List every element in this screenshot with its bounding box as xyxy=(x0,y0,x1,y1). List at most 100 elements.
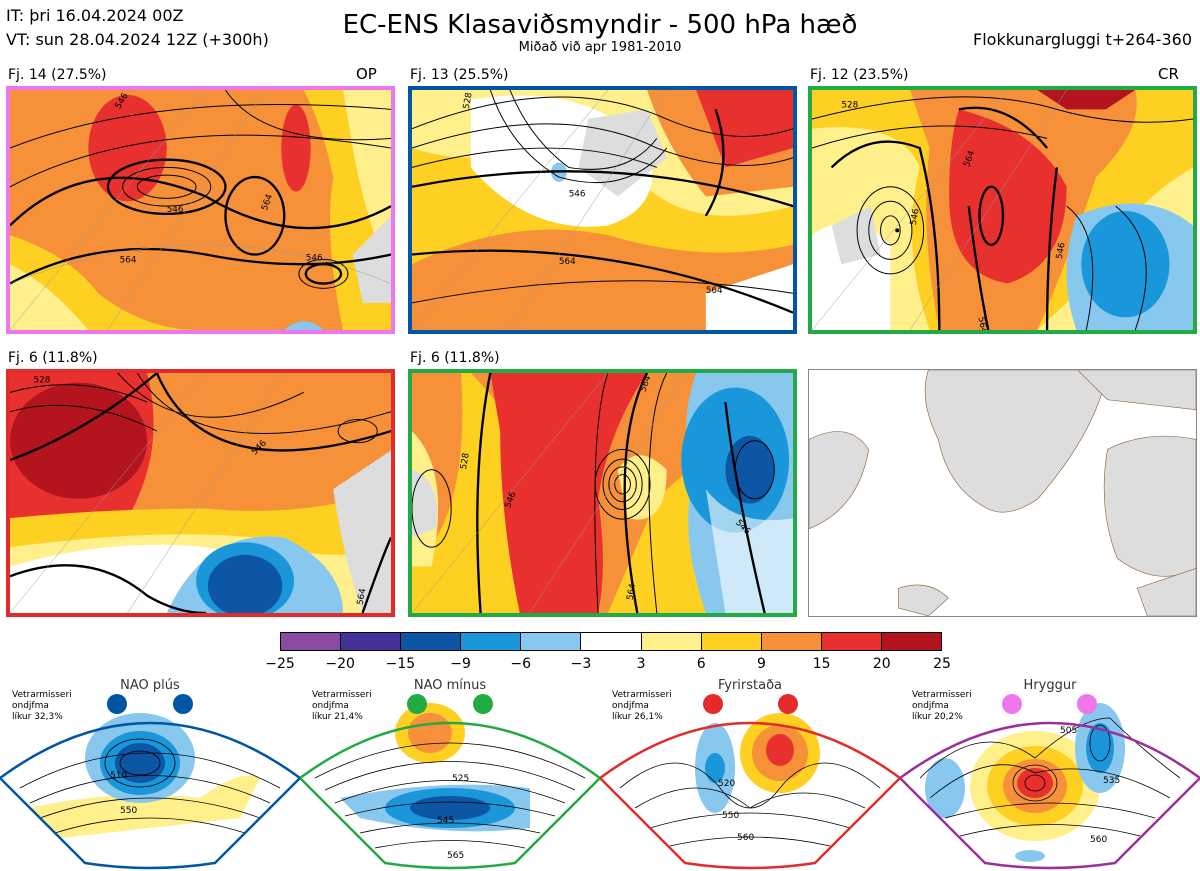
regime-info: Vetrarmisseri ondjfma líkur 20,2% xyxy=(912,690,972,723)
colorbar-tick-label: 9 xyxy=(756,656,766,672)
panel-label-4: Fj. 6 (11.8%) xyxy=(8,350,98,366)
regime-title: NAO mínus xyxy=(413,678,487,693)
contour-label: 564 xyxy=(706,286,723,296)
contour-label: 505 xyxy=(1060,726,1077,736)
world-map-icon: 528 546 564 xyxy=(10,373,391,613)
contour-label: 546 xyxy=(1055,241,1068,259)
regime-blocking: 520 550 560 Fyrirstaða Vetrarmisseri ond… xyxy=(600,678,900,871)
circle-marker-icon xyxy=(1077,694,1097,714)
circle-marker-icon xyxy=(778,694,798,714)
colorbar-tick-label: −9 xyxy=(450,656,471,672)
sector-map-icon: 510 550 xyxy=(0,694,300,870)
colorbar-segment xyxy=(461,633,522,650)
world-map-icon: 528 546 564 546 564 xyxy=(812,90,1193,330)
regime-title: NAO plús xyxy=(120,678,180,693)
regime-nao-minus: 525 545 565 NAO mínus Vetrarmisseri ondj… xyxy=(300,678,600,871)
classification-window: Flokkunargluggi t+264-360 xyxy=(973,30,1192,49)
base-map xyxy=(808,369,1197,617)
regime-season: Vetrarmisseri xyxy=(312,690,372,700)
init-time: IT: þri 16.04.2024 00Z xyxy=(6,6,184,25)
panel-label-1: Fj. 14 (27.5%) xyxy=(8,67,107,83)
regime-likelihood: líkur 32,3% xyxy=(12,712,63,722)
contour-label: 528 xyxy=(841,100,858,110)
contour-label: 560 xyxy=(1090,835,1107,845)
contour-label: 525 xyxy=(452,774,469,784)
valid-time: VT: sun 28.04.2024 12Z (+300h) xyxy=(6,30,269,49)
contour-label: 546 xyxy=(569,189,586,199)
regime-season: Vetrarmisseri xyxy=(612,690,672,700)
regime-likelihood: líkur 21,4% xyxy=(312,712,363,722)
colorbar-tick-label: 6 xyxy=(696,656,706,672)
colorbar-tick-label: 15 xyxy=(812,656,831,672)
panel-tag-op: OP xyxy=(356,65,377,83)
contour-label: 565 xyxy=(447,851,464,861)
cluster-map-5: 528 546 564 546 564 xyxy=(408,369,797,617)
regime-months: ondjfma xyxy=(612,701,649,711)
colorbar-segment xyxy=(521,633,582,650)
contour-label: 528 xyxy=(34,376,51,386)
colorbar-tick-label: −3 xyxy=(570,656,592,672)
contour-label: 564 xyxy=(976,316,989,330)
contour-label: 510 xyxy=(110,771,127,781)
contour-label: 520 xyxy=(718,779,735,789)
colorbar-segment xyxy=(761,633,822,650)
colorbar-tick-label: −15 xyxy=(385,656,416,672)
circle-marker-icon xyxy=(1002,694,1022,714)
contour-label: 560 xyxy=(737,833,754,843)
contour-label: 546 xyxy=(909,208,922,226)
colorbar-segment xyxy=(881,633,942,650)
circle-marker-icon xyxy=(407,694,427,714)
regime-title: Hryggur xyxy=(1023,678,1077,693)
world-map-icon: 528 546 564 564 xyxy=(412,90,793,330)
colorbar-tick-label: 3 xyxy=(636,656,646,672)
panel-label-2: Fj. 13 (25.5%) xyxy=(410,67,509,83)
colorbar-tick-label: 20 xyxy=(872,656,891,672)
colorbar-segment xyxy=(401,633,462,650)
cluster-map-1: 546 564 546 564 546 xyxy=(6,86,395,334)
colorbar-segment xyxy=(821,633,882,650)
colorbar-segment xyxy=(341,633,402,650)
regime-likelihood: líkur 20,2% xyxy=(912,712,963,722)
sector-map-icon: 520 550 560 xyxy=(600,694,900,870)
world-map-icon: 528 546 564 546 564 xyxy=(412,373,793,613)
cluster-map-2: 528 546 564 564 xyxy=(408,86,797,334)
regime-season: Vetrarmisseri xyxy=(912,690,972,700)
regime-title: Fyrirstaða xyxy=(717,678,783,693)
colorbar-segment xyxy=(581,633,642,650)
colorbar-tick-label: 25 xyxy=(933,656,951,672)
regime-months: ondjfma xyxy=(12,701,49,711)
page-title: EC-ENS Klasaviðsmyndir - 500 hPa hæð xyxy=(342,10,858,40)
cluster-map-4: 528 546 564 xyxy=(6,369,395,617)
cluster-map-3: 528 546 564 546 564 xyxy=(808,86,1197,334)
world-map-icon: 546 564 546 564 546 xyxy=(10,90,391,330)
contour-label: 546 xyxy=(306,253,323,263)
colorbar-segment xyxy=(281,633,342,650)
regime-info: Vetrarmisseri ondjfma líkur 32,3% xyxy=(12,690,72,723)
colorbar-tick-label: −20 xyxy=(325,656,355,672)
regime-months: ondjfma xyxy=(312,701,349,711)
colorbar-tick-label: −6 xyxy=(510,656,532,672)
circle-marker-icon xyxy=(473,694,493,714)
contour-label: 545 xyxy=(437,816,454,826)
panel-label-5: Fj. 6 (11.8%) xyxy=(410,350,500,366)
page-subtitle: Miðað við apr 1981-2010 xyxy=(518,40,682,55)
world-map-icon xyxy=(809,370,1196,616)
regime-info: Vetrarmisseri ondjfma líkur 21,4% xyxy=(312,690,372,723)
anomaly-colorbar xyxy=(280,632,942,651)
contour-label: 528 xyxy=(459,452,472,470)
contour-label: 550 xyxy=(722,811,739,821)
regime-nao-plus: 510 550 NAO plús Vetrarmisseri ondjfma l… xyxy=(0,678,300,871)
regime-info: Vetrarmisseri ondjfma líkur 26,1% xyxy=(612,690,672,723)
regime-season: Vetrarmisseri xyxy=(12,690,72,700)
sector-map-icon: 525 545 565 xyxy=(300,694,600,870)
colorbar-segment xyxy=(641,633,702,650)
circle-marker-icon xyxy=(107,694,127,714)
colorbar-tick-label: −25 xyxy=(265,656,295,672)
sector-map-icon: 505 535 560 xyxy=(900,694,1200,870)
contour-label: 564 xyxy=(625,582,638,600)
panel-label-3: Fj. 12 (23.5%) xyxy=(810,67,909,83)
contour-label: 564 xyxy=(559,257,576,267)
contour-label: 564 xyxy=(356,587,369,605)
circle-marker-icon xyxy=(703,694,723,714)
contour-label: 564 xyxy=(120,255,137,265)
